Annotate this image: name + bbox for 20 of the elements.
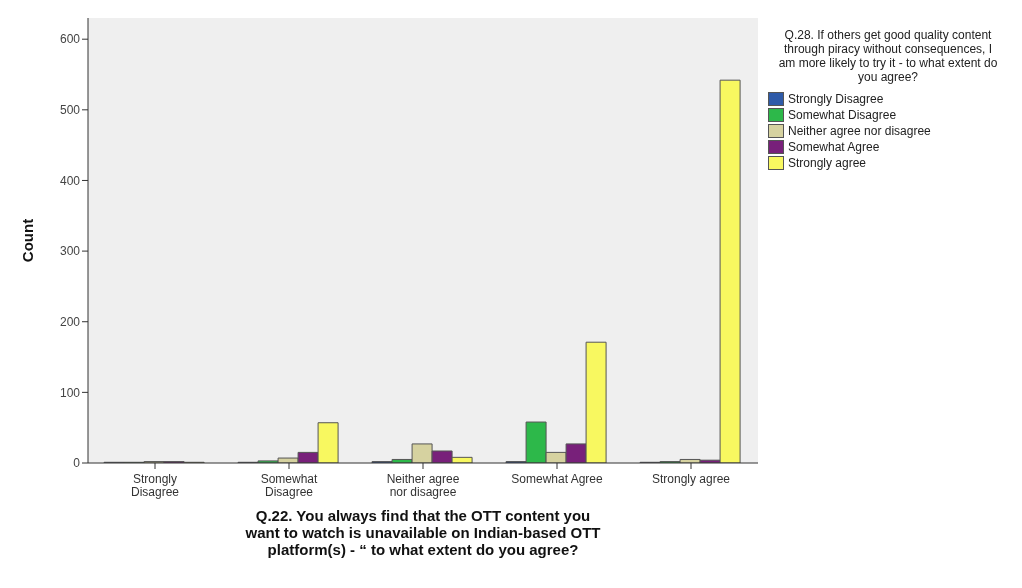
legend-label: Somewhat Disagree (788, 108, 897, 122)
y-tick-label: 0 (73, 456, 81, 471)
y-tick-label: 100 (59, 385, 81, 400)
y-tick-label: 500 (59, 103, 81, 118)
x-axis-title: Q.22. You always find that the OTT content you want to watch is unavailable on Indian-based OTT platform(s) - “ to what extent do you agree? (244, 507, 601, 558)
legend-label: Neither agree nor disagree (788, 124, 931, 138)
legend-label: Somewhat Agree (788, 140, 880, 154)
x-tick-label: Strongly Disagree (130, 472, 180, 499)
legend-label: Strongly Disagree (788, 92, 884, 106)
x-tick-label: Somewhat Agree (511, 472, 604, 486)
y-tick-label: 400 (59, 173, 81, 188)
y-tick-label: 200 (59, 314, 81, 329)
legend-label: Strongly agree (788, 156, 867, 170)
legend-title: Q.28. If others get good quality content through piracy without consequences, I am more likely to try it - to what extent do you agree? (777, 28, 999, 84)
x-tick-label: Strongly agree (651, 472, 731, 486)
x-tick-label: Somewhat Disagree (260, 472, 319, 499)
x-tick-label: Neither agree nor disagree (386, 472, 460, 499)
y-tick-label: 600 (59, 32, 81, 47)
y-tick-label: 300 (59, 244, 81, 259)
y-axis-title: Count (19, 218, 37, 263)
